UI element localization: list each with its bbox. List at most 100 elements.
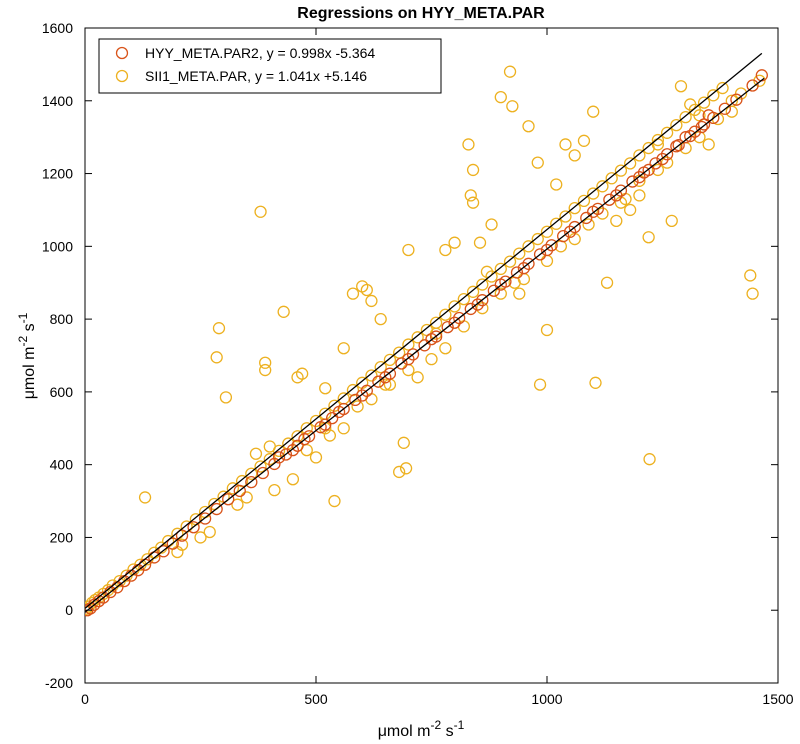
data-point bbox=[614, 184, 628, 197]
data-point bbox=[319, 382, 332, 395]
data-point bbox=[198, 505, 212, 519]
y-axis-title-exp2: -1 bbox=[16, 312, 30, 323]
data-point bbox=[222, 493, 235, 506]
data-point bbox=[651, 133, 665, 147]
legend-box bbox=[98, 38, 442, 94]
data-point bbox=[323, 429, 337, 442]
data-point bbox=[360, 283, 373, 297]
data-point bbox=[425, 332, 438, 346]
data-point bbox=[291, 439, 304, 452]
data-point bbox=[402, 338, 415, 351]
data-point bbox=[383, 353, 397, 367]
data-point bbox=[402, 352, 415, 366]
data-point bbox=[614, 164, 628, 177]
data-point bbox=[510, 266, 524, 279]
axes-box bbox=[84, 27, 779, 684]
data-point bbox=[194, 531, 207, 544]
data-point bbox=[513, 247, 526, 260]
data-point bbox=[441, 320, 454, 334]
data-point bbox=[674, 80, 688, 93]
data-point bbox=[642, 163, 655, 177]
data-point bbox=[656, 152, 669, 166]
data-point bbox=[563, 225, 577, 238]
data-point bbox=[503, 65, 517, 78]
regression-line-0 bbox=[85, 77, 765, 613]
data-point bbox=[337, 392, 350, 405]
data-point bbox=[254, 460, 267, 473]
data-point bbox=[249, 447, 263, 460]
legend: HYY_META.PAR2, y = 0.998x -5.364 SII1_MET… bbox=[98, 38, 442, 94]
data-point bbox=[429, 316, 443, 329]
data-point bbox=[550, 178, 563, 191]
data-point bbox=[233, 484, 246, 498]
data-point bbox=[231, 498, 244, 511]
data-point bbox=[85, 600, 95, 613]
data-point bbox=[725, 105, 738, 118]
data-point bbox=[203, 525, 216, 539]
data-point bbox=[240, 491, 253, 504]
data-point bbox=[568, 149, 581, 162]
data-point bbox=[210, 502, 223, 516]
data-point bbox=[522, 120, 535, 133]
data-point bbox=[402, 363, 415, 377]
data-point bbox=[487, 284, 501, 297]
data-point bbox=[531, 232, 544, 246]
data-point bbox=[411, 331, 424, 344]
data-point bbox=[439, 243, 452, 257]
data-point bbox=[522, 257, 535, 270]
data-point bbox=[466, 196, 480, 209]
data-point bbox=[494, 278, 507, 291]
data-point bbox=[300, 422, 313, 435]
data-point bbox=[286, 443, 300, 457]
y-tick-label: 600 bbox=[50, 384, 74, 400]
data-point bbox=[624, 203, 637, 217]
data-point bbox=[702, 138, 715, 151]
legend-label: SII1_META.PAR, y = 1.041x +5.146 bbox=[145, 68, 367, 84]
legend-marker bbox=[115, 46, 129, 60]
data-point bbox=[651, 163, 665, 177]
data-point bbox=[568, 220, 581, 234]
data-point bbox=[374, 312, 387, 326]
data-point bbox=[356, 376, 369, 389]
data-point bbox=[610, 214, 623, 228]
data-point bbox=[480, 265, 494, 278]
data-point bbox=[263, 440, 276, 453]
data-point bbox=[485, 218, 498, 231]
data-point bbox=[291, 371, 304, 384]
x-axis-title-mid: s bbox=[441, 723, 453, 740]
data-point bbox=[277, 305, 290, 318]
data-point bbox=[533, 378, 547, 391]
x-tick-label: 500 bbox=[304, 691, 328, 707]
data-point bbox=[332, 405, 346, 419]
x-axis-title: μmol m-2 s-1 bbox=[378, 718, 465, 740]
data-point bbox=[439, 308, 452, 321]
data-point bbox=[643, 453, 656, 466]
data-point bbox=[379, 371, 392, 384]
data-point bbox=[349, 393, 362, 407]
data-point bbox=[513, 287, 526, 300]
data-point bbox=[746, 79, 759, 92]
data-point bbox=[226, 482, 239, 495]
data-point bbox=[356, 389, 369, 402]
data-point bbox=[374, 360, 387, 374]
data-point bbox=[730, 93, 743, 106]
data-point bbox=[665, 214, 678, 228]
y-tick-label: 0 bbox=[65, 602, 73, 618]
data-point bbox=[272, 451, 286, 464]
data-point bbox=[506, 100, 519, 113]
data-point bbox=[256, 466, 270, 480]
data-point bbox=[596, 207, 609, 220]
data-point bbox=[448, 300, 461, 313]
x-axis-title-exp2: -1 bbox=[454, 718, 465, 732]
data-point bbox=[268, 483, 281, 497]
data-point bbox=[411, 371, 424, 384]
y-axis-title-base: μmol m bbox=[21, 347, 38, 400]
legend-marker bbox=[115, 69, 129, 83]
legend-label: HYY_META.PAR2, y = 0.998x -5.364 bbox=[145, 45, 375, 61]
data-point bbox=[298, 433, 311, 446]
data-point bbox=[328, 494, 341, 508]
data-point bbox=[210, 351, 223, 364]
data-point bbox=[580, 211, 593, 225]
y-axis-title-mid: s bbox=[21, 323, 38, 335]
data-point bbox=[319, 418, 332, 431]
